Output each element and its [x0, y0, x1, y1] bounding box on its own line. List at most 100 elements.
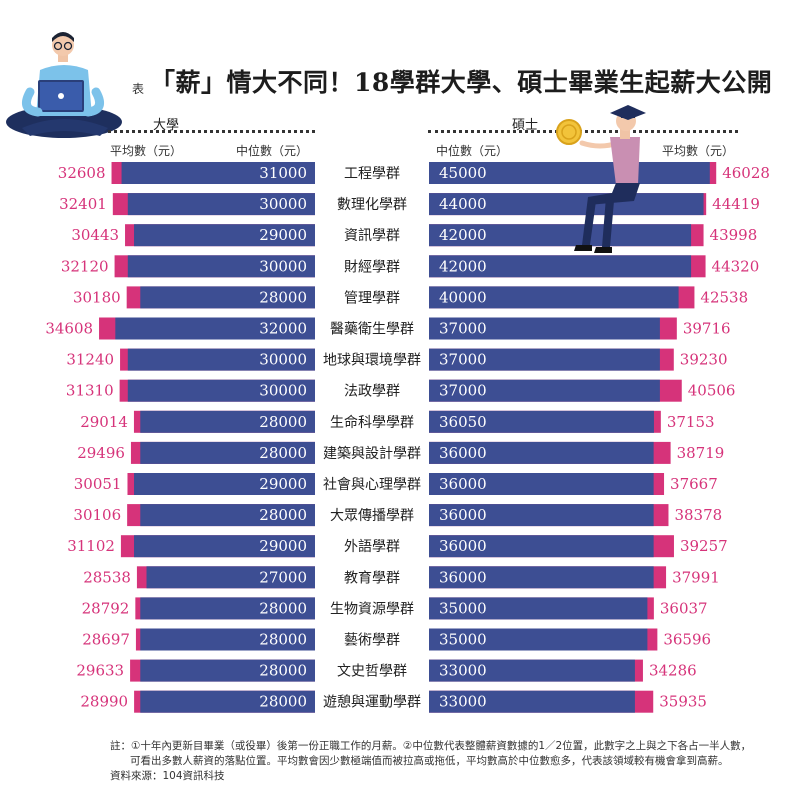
bachelor-avg-label: 32401 — [59, 195, 107, 213]
bachelor-avg-label: 32608 — [58, 164, 106, 182]
bachelor-median-bar — [115, 317, 315, 340]
master-avg-label: 43998 — [710, 226, 758, 244]
master-avg-label: 34286 — [649, 662, 697, 680]
category-label: 數理化學群 — [337, 197, 407, 213]
master-median-label: 45000 — [439, 164, 487, 182]
master-median-label: 44000 — [439, 195, 487, 213]
master-median-bar — [429, 410, 654, 433]
bachelor-avg-label: 30180 — [73, 288, 121, 306]
bachelor-avg-label: 30443 — [71, 226, 119, 244]
bachelor-avg-label: 28697 — [82, 631, 130, 649]
category-label: 地球與環境學群 — [323, 353, 421, 369]
bachelor-median-header: 中位數（元） — [236, 144, 309, 158]
master-median-label: 36000 — [439, 444, 487, 462]
bachelor-median-label: 28000 — [259, 662, 307, 680]
master-avg-label: 36596 — [663, 631, 711, 649]
bachelor-median-label: 30000 — [259, 257, 307, 275]
bachelor-median-label: 32000 — [259, 320, 307, 338]
category-label: 工程學群 — [344, 166, 400, 182]
bachelor-avg-label: 34608 — [45, 320, 93, 338]
bachelor-median-bar — [140, 441, 315, 464]
bachelor-avg-label: 29633 — [76, 662, 124, 680]
data-source: 資料來源：104資訊科技 — [110, 770, 225, 782]
bachelor-avg-label: 29014 — [80, 413, 128, 431]
master-dotted-rule — [428, 130, 738, 133]
bachelor-median-label: 29000 — [259, 475, 307, 493]
bachelor-median-bar — [140, 410, 315, 433]
bachelor-avg-label: 28538 — [83, 568, 131, 586]
bachelor-median-label: 28000 — [259, 413, 307, 431]
bachelor-median-bar — [140, 690, 315, 713]
master-avg-label: 42538 — [700, 288, 748, 306]
bachelor-median-bar — [140, 597, 315, 620]
bachelor-avg-label: 28990 — [80, 693, 128, 711]
laptop-person-illustration — [6, 32, 122, 138]
bachelor-median-label: 30000 — [259, 195, 307, 213]
master-median-bar — [429, 255, 692, 278]
category-label: 外語學群 — [344, 539, 400, 555]
category-label: 社會與心理學群 — [323, 477, 421, 493]
master-avg-label: 39230 — [680, 351, 728, 369]
master-avg-label: 39716 — [683, 320, 731, 338]
category-label: 藝術學群 — [344, 633, 400, 649]
master-median-label: 36000 — [439, 506, 487, 524]
master-median-label: 37000 — [439, 320, 487, 338]
master-avg-header: 平均數（元） — [662, 144, 735, 158]
master-avg-label: 40506 — [688, 382, 736, 400]
bachelor-median-label: 30000 — [259, 382, 307, 400]
master-median-bar — [429, 379, 660, 402]
master-median-bar — [429, 162, 710, 184]
category-label: 財經學群 — [344, 259, 400, 275]
bachelor-median-label: 30000 — [259, 351, 307, 369]
category-label: 生物資源學群 — [330, 601, 414, 617]
master-median-label: 36050 — [439, 413, 487, 431]
bachelor-median-label: 27000 — [259, 568, 307, 586]
category-label: 遊憩與運動學群 — [323, 694, 421, 711]
bachelor-median-bar — [146, 566, 315, 589]
master-median-bar — [429, 566, 654, 589]
master-median-label: 36000 — [439, 537, 487, 555]
bachelor-dotted-rule — [108, 130, 315, 133]
master-median-bar — [429, 193, 704, 216]
master-median-bar — [429, 690, 635, 713]
bachelor-median-label: 28000 — [259, 631, 307, 649]
master-avg-label: 37991 — [672, 568, 720, 586]
bachelor-median-label: 28000 — [259, 444, 307, 462]
bachelor-median-label: 28000 — [259, 693, 307, 711]
category-label: 管理學群 — [344, 290, 400, 306]
bachelor-avg-label: 28792 — [82, 599, 130, 617]
master-avg-label: 37667 — [670, 475, 718, 493]
category-label: 教育學群 — [344, 570, 400, 586]
master-median-label: 33000 — [439, 693, 487, 711]
bachelor-median-bar — [127, 255, 315, 278]
master-median-label: 35000 — [439, 631, 487, 649]
category-label: 大眾傳播學群 — [330, 508, 414, 524]
master-median-label: 42000 — [439, 257, 487, 275]
bachelor-median-label: 29000 — [259, 537, 307, 555]
bachelor-median-bar — [121, 162, 315, 184]
master-median-bar — [429, 441, 654, 464]
graduate-illustration — [556, 105, 646, 253]
footnote-line-2: 可看出多數人薪資的落點位置。平均數會因少數極端值而被拉高或拖低，平均數高於中位數… — [130, 755, 729, 767]
bachelor-avg-label: 31240 — [66, 351, 114, 369]
master-median-bar — [429, 597, 648, 620]
master-median-label: 37000 — [439, 382, 487, 400]
bachelor-median-bar — [140, 628, 315, 651]
master-median-label: 36000 — [439, 568, 487, 586]
bachelor-avg-label: 31102 — [67, 537, 115, 555]
bachelor-median-bar — [127, 379, 315, 402]
category-label: 資訊學群 — [344, 228, 400, 244]
master-median-bar — [429, 348, 660, 371]
category-label: 醫藥衛生學群 — [330, 322, 414, 338]
master-avg-label: 36037 — [660, 599, 708, 617]
bachelor-avg-label: 30106 — [73, 506, 121, 524]
bachelor-median-bar — [134, 535, 315, 558]
bachelor-median-bar — [134, 224, 315, 247]
title-prefix: 表 — [132, 82, 145, 96]
master-median-bar — [429, 628, 648, 651]
master-median-label: 35000 — [439, 599, 487, 617]
bachelor-median-bar — [134, 473, 315, 495]
bachelor-avg-label: 32120 — [61, 257, 109, 275]
